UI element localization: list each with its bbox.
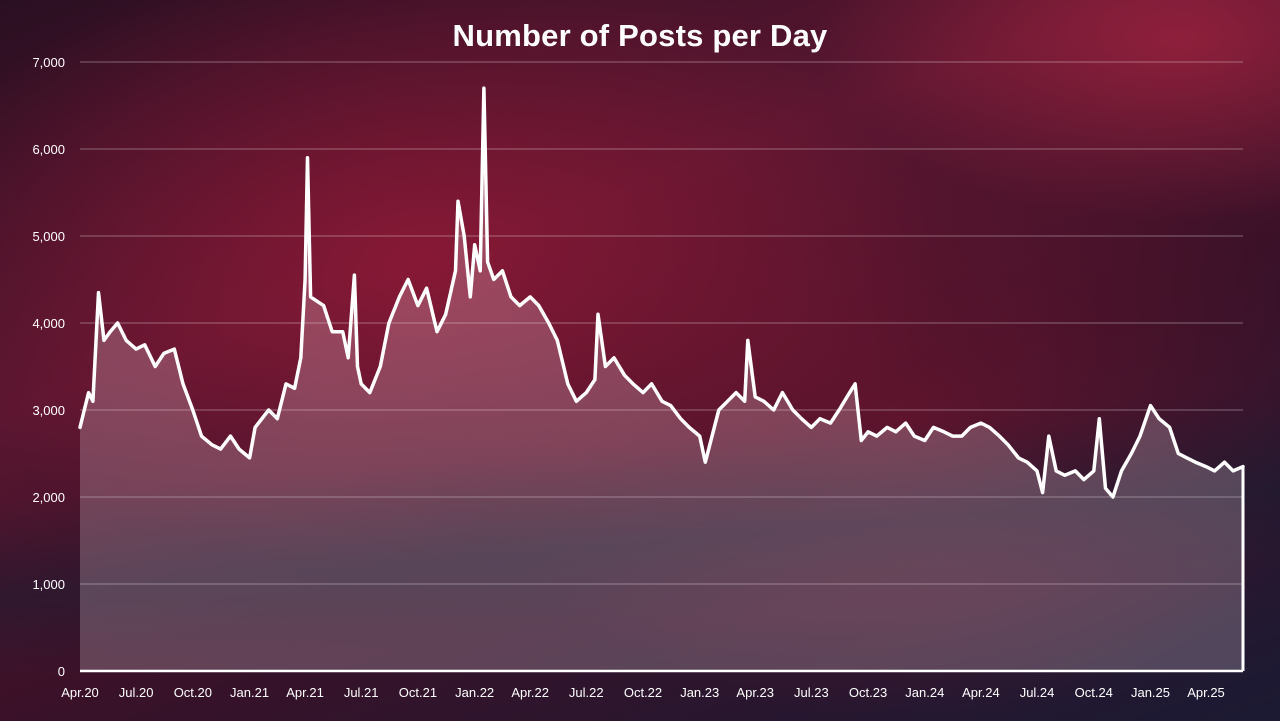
x-tick-label: Jul.20 xyxy=(119,685,154,700)
grid-lines xyxy=(80,61,1243,585)
x-tick-label: Apr.22 xyxy=(511,685,549,700)
series-area-fill xyxy=(80,88,1243,672)
x-tick-label: Jan.21 xyxy=(230,685,269,700)
x-tick-label: Oct.23 xyxy=(849,685,887,700)
x-tick-label: Apr.21 xyxy=(286,685,324,700)
chart-title: Number of Posts per Day xyxy=(452,18,828,53)
x-tick-label: Apr.25 xyxy=(1187,685,1225,700)
y-tick-label: 0 xyxy=(58,664,65,679)
x-tick-label: Oct.20 xyxy=(174,685,212,700)
y-tick-label: 1,000 xyxy=(32,577,65,592)
x-tick-label: Apr.24 xyxy=(962,685,1000,700)
x-tick-label: Jan.23 xyxy=(680,685,719,700)
x-tick-label: Oct.24 xyxy=(1075,685,1113,700)
y-axis-tick-labels: 0 1,000 2,000 3,000 4,000 5,000 6,000 7,000 xyxy=(32,55,65,679)
x-tick-label: Jul.24 xyxy=(1020,685,1055,700)
x-tick-label: Apr.23 xyxy=(736,685,774,700)
y-tick-label: 2,000 xyxy=(32,490,65,505)
x-tick-label: Jan.22 xyxy=(455,685,494,700)
series-line xyxy=(78,86,1245,499)
y-tick-label: 5,000 xyxy=(32,229,65,244)
x-tick-label: Jan.25 xyxy=(1131,685,1170,700)
x-tick-label: Jul.22 xyxy=(569,685,604,700)
x-tick-label: Jul.21 xyxy=(344,685,379,700)
y-tick-label: 3,000 xyxy=(32,403,65,418)
y-tick-label: 7,000 xyxy=(32,55,65,70)
x-tick-label: Oct.22 xyxy=(624,685,662,700)
y-tick-label: 6,000 xyxy=(32,142,65,157)
x-tick-label: Jan.24 xyxy=(905,685,944,700)
x-axis-tick-labels: Apr.20 Jul.20 Oct.20 Jan.21 Apr.21 Jul.21 Oct.… xyxy=(61,685,1225,700)
y-tick-label: 4,000 xyxy=(32,316,65,331)
x-tick-label: Oct.21 xyxy=(399,685,437,700)
x-tick-label: Jul.23 xyxy=(794,685,829,700)
x-tick-label: Apr.20 xyxy=(61,685,99,700)
